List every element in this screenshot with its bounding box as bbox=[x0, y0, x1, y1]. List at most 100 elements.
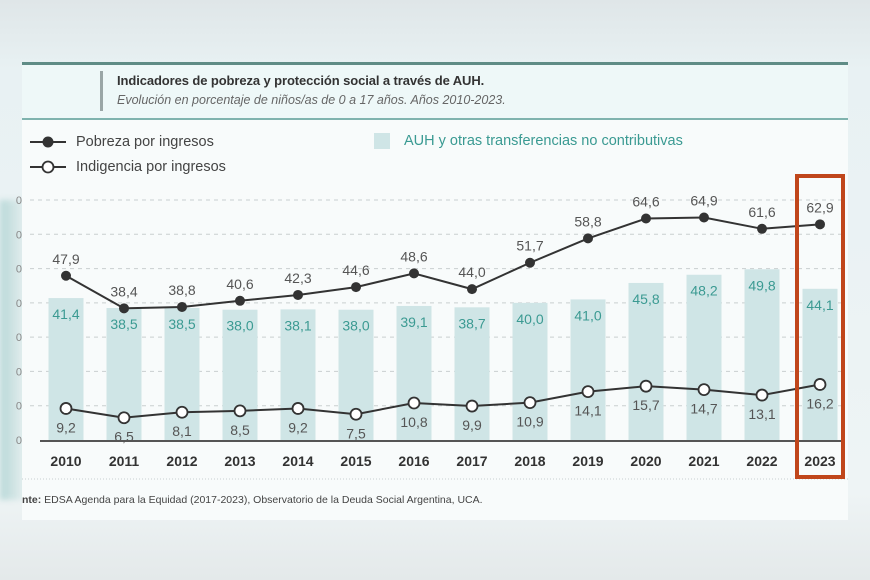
indigencia-point bbox=[59, 402, 73, 415]
bar-swatch-icon bbox=[374, 133, 390, 149]
pobreza-value-label: 38,4 bbox=[110, 283, 137, 299]
x-tick-label: 2020 bbox=[630, 453, 661, 469]
indigencia-value-label: 8,1 bbox=[172, 423, 192, 439]
pobreza-point bbox=[235, 295, 245, 306]
x-tick-label: 2012 bbox=[166, 453, 197, 469]
y-tick-label: 0 bbox=[16, 435, 22, 447]
bar bbox=[744, 269, 780, 440]
x-tick-label: 2013 bbox=[224, 453, 255, 469]
legend-indigencia-label: Indigencia por ingresos bbox=[76, 159, 226, 175]
bar-value-label: 38,7 bbox=[458, 315, 485, 331]
pobreza-point bbox=[699, 212, 709, 223]
pobreza-value-label: 40,6 bbox=[226, 276, 253, 292]
bar-value-label: 40,0 bbox=[516, 311, 543, 327]
bar bbox=[396, 305, 432, 440]
x-tick-label: 2015 bbox=[340, 453, 371, 469]
pobreza-point bbox=[177, 301, 187, 312]
pobreza-value-label: 48,6 bbox=[400, 248, 427, 264]
indigencia-value-label: 16,2 bbox=[806, 395, 833, 411]
bar bbox=[222, 309, 258, 440]
y-tick-label: 0 bbox=[16, 229, 22, 241]
indigencia-value-label: 9,9 bbox=[462, 417, 482, 433]
pobreza-value-label: 44,6 bbox=[342, 262, 369, 278]
indigencia-point bbox=[523, 396, 537, 410]
pobreza-value-label: 58,8 bbox=[574, 213, 601, 229]
legend-auh: AUH y otras transferencias no contributi… bbox=[374, 133, 683, 149]
indigencia-value-label: 14,1 bbox=[574, 403, 601, 419]
pobreza-line bbox=[65, 216, 821, 310]
indigencia-value-label: 10,8 bbox=[400, 414, 427, 430]
pobreza-value-label: 62,9 bbox=[806, 199, 833, 215]
pobreza-point bbox=[467, 284, 477, 295]
pobreza-point bbox=[119, 303, 129, 314]
bar bbox=[570, 299, 606, 440]
y-tick-label: 0 bbox=[16, 298, 22, 310]
indigencia-point bbox=[581, 385, 595, 399]
x-tick-label: 2016 bbox=[398, 453, 429, 469]
x-tick-label: 2018 bbox=[514, 453, 545, 469]
source-prefix: nte: bbox=[22, 494, 42, 506]
pobreza-value-label: 38,8 bbox=[168, 282, 195, 298]
pobreza-value-label: 61,6 bbox=[748, 204, 775, 220]
bar-value-label: 44,1 bbox=[806, 297, 833, 313]
pobreza-value-label: 47,9 bbox=[52, 251, 79, 267]
bar-value-label: 41,0 bbox=[574, 307, 601, 323]
indigencia-point bbox=[639, 379, 653, 393]
x-tick-label: 2019 bbox=[572, 453, 603, 469]
indigencia-point bbox=[697, 383, 711, 397]
indigencia-value-label: 15,7 bbox=[632, 397, 659, 413]
indigencia-point bbox=[291, 402, 305, 415]
pobreza-value-label: 64,9 bbox=[690, 192, 717, 208]
indigencia-value-label: 7,5 bbox=[346, 425, 366, 441]
y-tick-label: 0 bbox=[16, 366, 22, 378]
indigencia-point bbox=[349, 407, 363, 421]
pobreza-point bbox=[757, 223, 767, 234]
bar bbox=[686, 274, 722, 440]
indigencia-point bbox=[755, 388, 769, 402]
bar-value-label: 38,1 bbox=[284, 317, 311, 333]
header-accent-bar bbox=[100, 71, 103, 111]
bar-value-label: 38,0 bbox=[226, 318, 253, 334]
chart-title: Indicadores de pobreza y protección soci… bbox=[117, 73, 485, 88]
x-tick-label: 2021 bbox=[688, 453, 719, 469]
open-circle-marker-icon bbox=[30, 160, 66, 174]
bar-value-label: 39,1 bbox=[400, 314, 427, 330]
pobreza-point bbox=[293, 289, 303, 300]
x-tick-label: 2010 bbox=[50, 453, 81, 469]
bar bbox=[454, 307, 490, 440]
indigencia-point bbox=[407, 396, 421, 410]
pobreza-value-label: 51,7 bbox=[516, 238, 543, 254]
y-tick-label: 0 bbox=[16, 264, 22, 276]
y-tick-label: 0 bbox=[16, 195, 22, 207]
indigencia-value-label: 9,2 bbox=[288, 419, 308, 435]
indigencia-value-label: 6,5 bbox=[114, 429, 134, 445]
bar bbox=[512, 302, 548, 440]
indigencia-value-label: 14,7 bbox=[690, 401, 717, 417]
filled-circle-marker-icon bbox=[30, 136, 66, 148]
pobreza-value-label: 42,3 bbox=[284, 270, 311, 286]
legend-pobreza-label: Pobreza por ingresos bbox=[76, 134, 214, 150]
bar-value-label: 45,8 bbox=[632, 291, 659, 307]
x-tick-label: 2017 bbox=[456, 453, 487, 469]
bar bbox=[802, 288, 838, 440]
bar bbox=[48, 298, 84, 440]
pobreza-point bbox=[525, 257, 535, 268]
chart-header bbox=[22, 62, 848, 120]
x-tick-label: 2022 bbox=[746, 453, 777, 469]
indigencia-value-label: 13,1 bbox=[748, 406, 775, 422]
indigencia-point bbox=[117, 411, 131, 425]
indigencia-point bbox=[175, 405, 189, 419]
pobreza-point bbox=[583, 233, 593, 244]
legend-indigencia: Indigencia por ingresos bbox=[28, 159, 226, 175]
x-tick-label: 2023 bbox=[804, 453, 835, 469]
bar-value-label: 38,0 bbox=[342, 318, 369, 334]
source-text: EDSA Agenda para la Equidad (2017-2023),… bbox=[41, 494, 483, 506]
bar-value-label: 38,5 bbox=[168, 316, 195, 332]
bar-value-label: 48,2 bbox=[690, 283, 717, 299]
pobreza-point bbox=[641, 213, 651, 224]
pobreza-point bbox=[815, 219, 825, 230]
pobreza-point bbox=[351, 282, 361, 293]
indigencia-value-label: 10,9 bbox=[516, 414, 543, 430]
indigencia-value-label: 9,2 bbox=[56, 419, 76, 435]
